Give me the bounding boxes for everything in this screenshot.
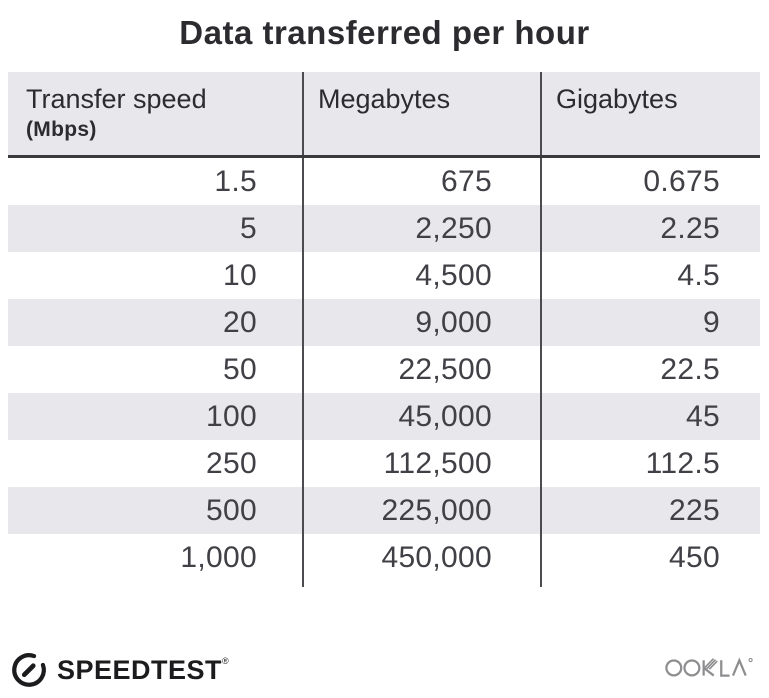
table-cell-gigabytes: 9 [540, 299, 760, 346]
table-cell-transfer-speed: 100 [206, 399, 257, 433]
table-cell-gigabytes: 112.5 [540, 440, 760, 487]
data-table: Transfer speed (Mbps) Megabytes Gigabyte… [8, 72, 760, 587]
table-row: 500 225,000 225 [8, 487, 760, 534]
table-row: 20 9,000 9 [8, 299, 760, 346]
table-cell-megabytes: 2,250 [302, 205, 540, 252]
table-cell-gigabytes: 22.5 [540, 346, 760, 393]
table-cell-transfer-speed: 50 [223, 352, 257, 386]
table-cell-transfer-speed: 500 [206, 493, 257, 527]
speedtest-wordmark: SPEEDTEST® [57, 654, 230, 685]
table-cell-transfer-speed: 20 [223, 305, 257, 339]
table-cell-transfer-speed: 1,000 [180, 540, 257, 574]
table-row: 5 2,250 2.25 [8, 205, 760, 252]
table-cell-gigabytes: 0.675 [540, 158, 760, 205]
table-cell-megabytes: 22,500 [302, 346, 540, 393]
column-header-megabytes: Megabytes [302, 72, 540, 155]
table-cell-megabytes: 675 [302, 158, 540, 205]
speedtest-logo: SPEEDTEST® [10, 651, 229, 689]
table-row: 50 22,500 22.5 [8, 346, 760, 393]
table-cell-transfer-speed: 5 [240, 211, 257, 245]
column-header-gigabytes: Gigabytes [540, 72, 760, 155]
registered-trademark-symbol: ® [222, 655, 230, 666]
table-cell-transfer-speed: 250 [206, 446, 257, 480]
table-cell-megabytes: 450,000 [302, 534, 540, 581]
speedtest-gauge-icon [10, 651, 48, 689]
column-header-transfer-speed: Transfer speed (Mbps) [8, 72, 302, 155]
table-cell-megabytes: 225,000 [302, 487, 540, 534]
table-row: 1.5 675 0.675 [8, 158, 760, 205]
table-cell-transfer-speed: 10 [223, 258, 257, 292]
table-cell-gigabytes: 2.25 [540, 205, 760, 252]
table-cell-gigabytes: 225 [540, 487, 760, 534]
table-row: 100 45,000 45 [8, 393, 760, 440]
column-header-unit: (Mbps) [26, 117, 97, 141]
table-row: 1,000 450,000 450 [8, 534, 760, 581]
page-title: Data transferred per hour [179, 14, 590, 51]
table-body: 1.5 675 0.675 5 2,250 2.25 10 4,500 4.5 … [8, 158, 760, 581]
table-cell-gigabytes: 4.5 [540, 252, 760, 299]
table-cell-megabytes: 9,000 [302, 299, 540, 346]
table-row: 10 4,500 4.5 [8, 252, 760, 299]
table-cell-megabytes: 4,500 [302, 252, 540, 299]
table-cell-gigabytes: 45 [540, 393, 760, 440]
table-cell-megabytes: 45,000 [302, 393, 540, 440]
table-cell-megabytes: 112,500 [302, 440, 540, 487]
ookla-wordmark [665, 657, 753, 677]
table-cell-transfer-speed: 1.5 [214, 164, 257, 198]
table-cell-gigabytes: 450 [540, 534, 760, 581]
column-divider-tails [8, 581, 760, 587]
table-row: 250 112,500 112.5 [8, 440, 760, 487]
column-header-label: Transfer speed [26, 84, 207, 114]
table-header-row: Transfer speed (Mbps) Megabytes Gigabyte… [8, 72, 760, 158]
ookla-logo [665, 651, 755, 684]
